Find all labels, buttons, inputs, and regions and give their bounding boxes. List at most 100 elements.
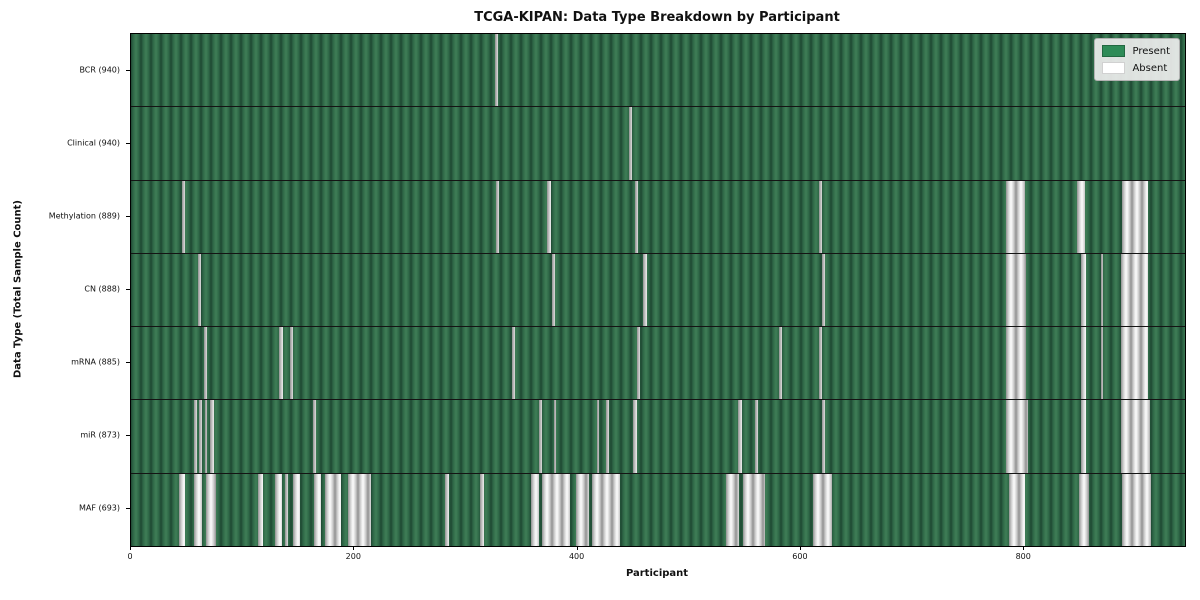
- absent-stripe: [312, 400, 317, 473]
- absent-stripe: [633, 400, 637, 473]
- x-tick-label-600: 600: [792, 552, 808, 561]
- y-tick-label-methylation: Methylation (889): [48, 211, 120, 221]
- heatmap-rows: [131, 34, 1185, 546]
- absent-stripe: [347, 473, 372, 546]
- x-tick-label-800: 800: [1015, 552, 1031, 561]
- absent-stripe: [818, 180, 823, 253]
- absent-stripe: [813, 473, 833, 546]
- absent-stripe: [511, 327, 516, 400]
- y-tick-label-cn: CN (888): [84, 284, 120, 294]
- y-tick-label-mrna: mRNA (885): [71, 357, 120, 367]
- x-tick-label-0: 0: [127, 552, 133, 561]
- absent-stripe: [1076, 180, 1085, 253]
- absent-stripe: [818, 327, 823, 400]
- x-tick-mark: [353, 546, 355, 550]
- y-tick-mark: [126, 435, 130, 437]
- absent-stripe: [279, 327, 283, 400]
- absent-stripe: [182, 180, 185, 253]
- y-tick-label-maf: MAF (693): [78, 503, 120, 513]
- x-tick-mark: [130, 546, 131, 550]
- absent-stripe: [738, 400, 742, 473]
- absent-stripe: [1122, 473, 1152, 546]
- absent-stripe: [1006, 253, 1027, 327]
- absent-stripe: [275, 473, 282, 546]
- absent-stripe: [541, 473, 570, 546]
- absent-stripe: [742, 473, 766, 546]
- y-axis-ticks: BCR (940) Clinical (940) Methylation (889)…: [0, 33, 130, 545]
- absent-stripe: [1101, 327, 1104, 400]
- absent-stripe: [1121, 327, 1149, 400]
- legend-swatch-present-icon: [1102, 45, 1126, 57]
- legend-swatch-absent-icon: [1102, 62, 1126, 74]
- legend-label-present: Present: [1132, 45, 1170, 57]
- heatmap-row-mir: [131, 400, 1185, 474]
- absent-stripe: [605, 400, 609, 473]
- legend: Present Absent: [1094, 38, 1180, 81]
- absent-stripe: [1081, 327, 1086, 400]
- x-axis-ticks: 0 200 400 600 800: [127, 546, 1184, 568]
- absent-stripe: [778, 327, 782, 400]
- absent-stripe: [193, 400, 197, 473]
- y-tick-mark: [126, 289, 130, 290]
- absent-stripe: [596, 400, 599, 473]
- absent-stripe: [1006, 327, 1027, 400]
- absent-stripe: [1081, 253, 1086, 327]
- chart-title: TCGA-KIPAN: Data Type Breakdown by Parti…: [474, 10, 840, 25]
- heatmap-row-methylation: [131, 180, 1185, 254]
- absent-stripe: [634, 180, 638, 253]
- absent-stripe: [444, 473, 450, 546]
- absent-stripe: [292, 473, 300, 546]
- absent-stripe: [204, 400, 207, 473]
- absent-stripe: [496, 180, 500, 253]
- y-tick-label-bcr: BCR (940): [79, 65, 120, 75]
- y-tick-mark: [126, 362, 130, 364]
- absent-stripe: [643, 253, 647, 327]
- y-tick-mark: [126, 142, 130, 144]
- absent-stripe: [325, 473, 341, 546]
- y-tick-mark: [126, 215, 130, 217]
- legend-item-absent: Absent: [1102, 62, 1170, 74]
- heatmap-row-cn: [131, 253, 1185, 328]
- absent-stripe: [203, 327, 207, 400]
- x-tick-mark: [576, 546, 578, 550]
- absent-stripe: [554, 400, 557, 473]
- absent-stripe: [551, 253, 556, 327]
- absent-stripe: [530, 473, 539, 546]
- absent-stripe: [547, 180, 551, 253]
- legend-item-present: Present: [1102, 45, 1170, 57]
- heatmap-row-bcr: [131, 34, 1185, 108]
- x-tick-label-400: 400: [568, 552, 585, 561]
- absent-stripe: [1121, 253, 1149, 327]
- absent-stripe: [210, 400, 214, 473]
- heatmap-row-mrna: [131, 327, 1185, 401]
- absent-stripe: [1101, 253, 1104, 327]
- absent-stripe: [258, 473, 263, 546]
- absent-stripe: [628, 107, 633, 180]
- absent-stripe: [538, 400, 542, 473]
- x-axis-label: Participant: [625, 568, 689, 579]
- absent-stripe: [576, 473, 589, 546]
- absent-stripe: [199, 400, 203, 473]
- absent-stripe: [1006, 180, 1026, 253]
- y-tick-label-mir: miR (873): [80, 430, 120, 440]
- absent-stripe: [1008, 473, 1026, 546]
- x-tick-label-200: 200: [345, 552, 361, 561]
- absent-stripe: [289, 327, 293, 400]
- absent-stripe: [822, 400, 826, 473]
- absent-stripe: [1006, 400, 1028, 473]
- heatmap-row-clinical: [131, 107, 1185, 181]
- absent-stripe: [1081, 400, 1086, 473]
- absent-stripe: [480, 473, 484, 546]
- absent-stripe: [755, 400, 759, 473]
- absent-stripe: [494, 34, 499, 107]
- absent-stripe: [636, 327, 641, 400]
- absent-stripe: [1122, 180, 1149, 253]
- y-tick-mark: [126, 508, 130, 510]
- absent-stripe: [822, 253, 826, 327]
- absent-stripe: [205, 473, 216, 546]
- absent-stripe: [726, 473, 740, 546]
- plot-area: Present Absent: [130, 33, 1186, 547]
- y-tick-label-clinical: Clinical (940): [67, 138, 120, 148]
- absent-stripe: [592, 473, 621, 546]
